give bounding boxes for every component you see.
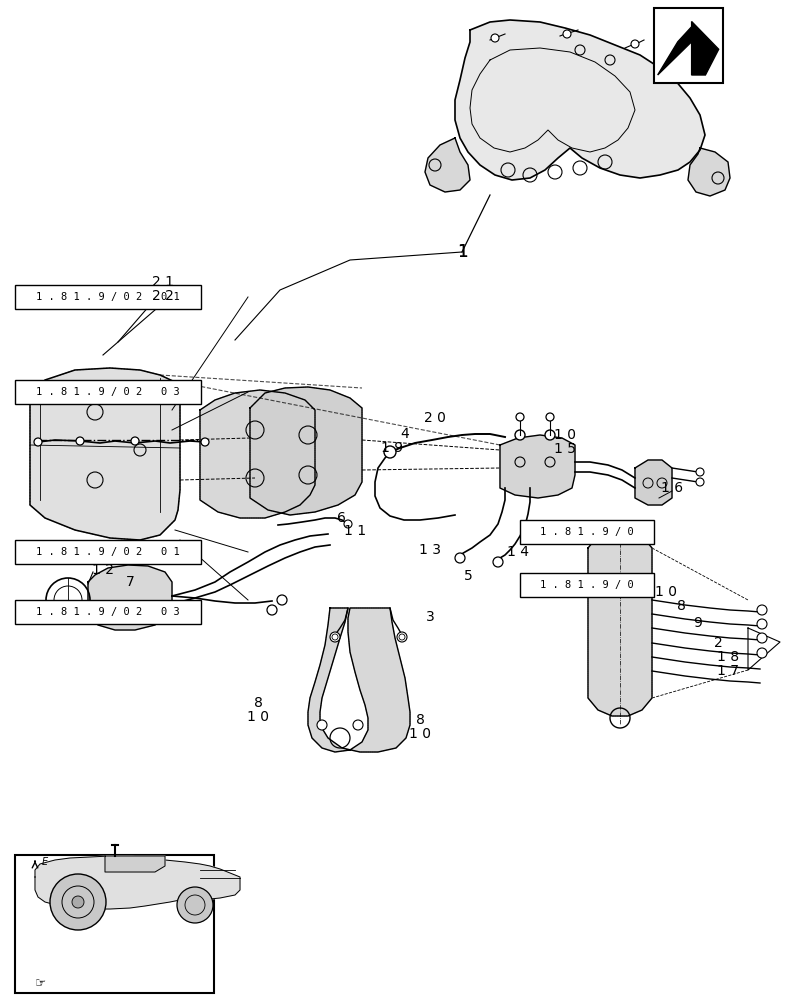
Polygon shape xyxy=(250,387,362,515)
Text: 1 8: 1 8 xyxy=(716,650,738,664)
Circle shape xyxy=(756,605,766,615)
Circle shape xyxy=(131,437,139,445)
Polygon shape xyxy=(15,855,213,993)
Text: 1: 1 xyxy=(456,243,467,261)
Circle shape xyxy=(384,446,396,458)
Circle shape xyxy=(756,619,766,629)
Text: 1 0: 1 0 xyxy=(247,710,268,724)
Text: 1 7: 1 7 xyxy=(716,664,738,678)
Text: 1 2: 1 2 xyxy=(92,563,114,577)
Text: 2 1: 2 1 xyxy=(152,275,174,289)
Text: 1 5: 1 5 xyxy=(553,442,575,456)
Text: 1 . 8 1 . 9 / 0: 1 . 8 1 . 9 / 0 xyxy=(539,527,633,537)
Polygon shape xyxy=(35,856,240,909)
Polygon shape xyxy=(307,608,410,752)
Circle shape xyxy=(277,595,286,605)
Text: 1 . 8 1 . 9 / 0: 1 . 8 1 . 9 / 0 xyxy=(539,580,633,590)
Circle shape xyxy=(344,520,351,528)
Circle shape xyxy=(50,874,106,930)
Polygon shape xyxy=(634,460,672,505)
Text: 8: 8 xyxy=(676,599,684,613)
Text: 1 3: 1 3 xyxy=(418,543,440,557)
Text: 4: 4 xyxy=(400,427,409,441)
Text: 6: 6 xyxy=(336,511,345,525)
Polygon shape xyxy=(105,856,165,872)
Circle shape xyxy=(492,557,502,567)
Text: 1 0: 1 0 xyxy=(654,585,676,599)
Text: 1 1: 1 1 xyxy=(344,524,366,538)
Text: 1: 1 xyxy=(456,243,467,261)
Text: 2 0: 2 0 xyxy=(423,411,445,425)
Text: 1 0: 1 0 xyxy=(553,428,575,442)
Text: 1 . 8 1 . 9 / 0 2   0 1: 1 . 8 1 . 9 / 0 2 0 1 xyxy=(36,547,180,557)
Circle shape xyxy=(695,468,703,476)
Circle shape xyxy=(201,438,208,446)
Circle shape xyxy=(491,34,499,42)
Text: 1 . 8 1 . 9 / 0 2   0 1: 1 . 8 1 . 9 / 0 2 0 1 xyxy=(36,292,180,302)
Text: 1 9: 1 9 xyxy=(380,441,402,455)
Text: 7: 7 xyxy=(126,575,134,589)
Polygon shape xyxy=(519,520,653,544)
Circle shape xyxy=(177,887,212,923)
Polygon shape xyxy=(454,20,704,180)
Circle shape xyxy=(72,896,84,908)
Text: ☞: ☞ xyxy=(35,977,46,990)
Circle shape xyxy=(329,632,340,642)
Text: 1 6: 1 6 xyxy=(660,481,682,495)
Polygon shape xyxy=(657,22,718,75)
Circle shape xyxy=(353,720,363,730)
Text: 1 . 8 1 . 9 / 0 2   0 3: 1 . 8 1 . 9 / 0 2 0 3 xyxy=(36,387,180,397)
Polygon shape xyxy=(15,285,201,309)
Circle shape xyxy=(514,430,525,440)
Text: 2: 2 xyxy=(713,636,722,650)
Circle shape xyxy=(562,30,570,38)
Polygon shape xyxy=(15,600,201,624)
Text: 1 0: 1 0 xyxy=(409,727,431,741)
Circle shape xyxy=(397,632,406,642)
Circle shape xyxy=(756,648,766,658)
Circle shape xyxy=(76,437,84,445)
Text: E: E xyxy=(42,857,48,867)
Text: 1 . 8 1 . 9 / 0 2   0 3: 1 . 8 1 . 9 / 0 2 0 3 xyxy=(36,607,180,617)
Text: 8: 8 xyxy=(415,713,424,727)
Polygon shape xyxy=(587,530,651,716)
Polygon shape xyxy=(519,573,653,597)
Polygon shape xyxy=(30,368,180,540)
Text: 9: 9 xyxy=(693,616,702,630)
Text: 5: 5 xyxy=(463,569,472,583)
Circle shape xyxy=(515,413,523,421)
Circle shape xyxy=(454,553,465,563)
Text: 1 4: 1 4 xyxy=(506,545,528,559)
Polygon shape xyxy=(500,435,574,498)
Polygon shape xyxy=(15,540,201,564)
Text: 8: 8 xyxy=(253,696,262,710)
Polygon shape xyxy=(653,8,722,83)
Circle shape xyxy=(695,478,703,486)
Polygon shape xyxy=(88,565,172,630)
Text: 3: 3 xyxy=(425,610,434,624)
Circle shape xyxy=(756,633,766,643)
Polygon shape xyxy=(200,390,315,518)
Polygon shape xyxy=(424,138,470,192)
Circle shape xyxy=(545,413,553,421)
Circle shape xyxy=(34,438,42,446)
Circle shape xyxy=(544,430,554,440)
Circle shape xyxy=(316,720,327,730)
Text: 2 2: 2 2 xyxy=(152,289,174,303)
Circle shape xyxy=(630,40,638,48)
Polygon shape xyxy=(15,380,201,404)
Polygon shape xyxy=(687,148,729,196)
Circle shape xyxy=(267,605,277,615)
